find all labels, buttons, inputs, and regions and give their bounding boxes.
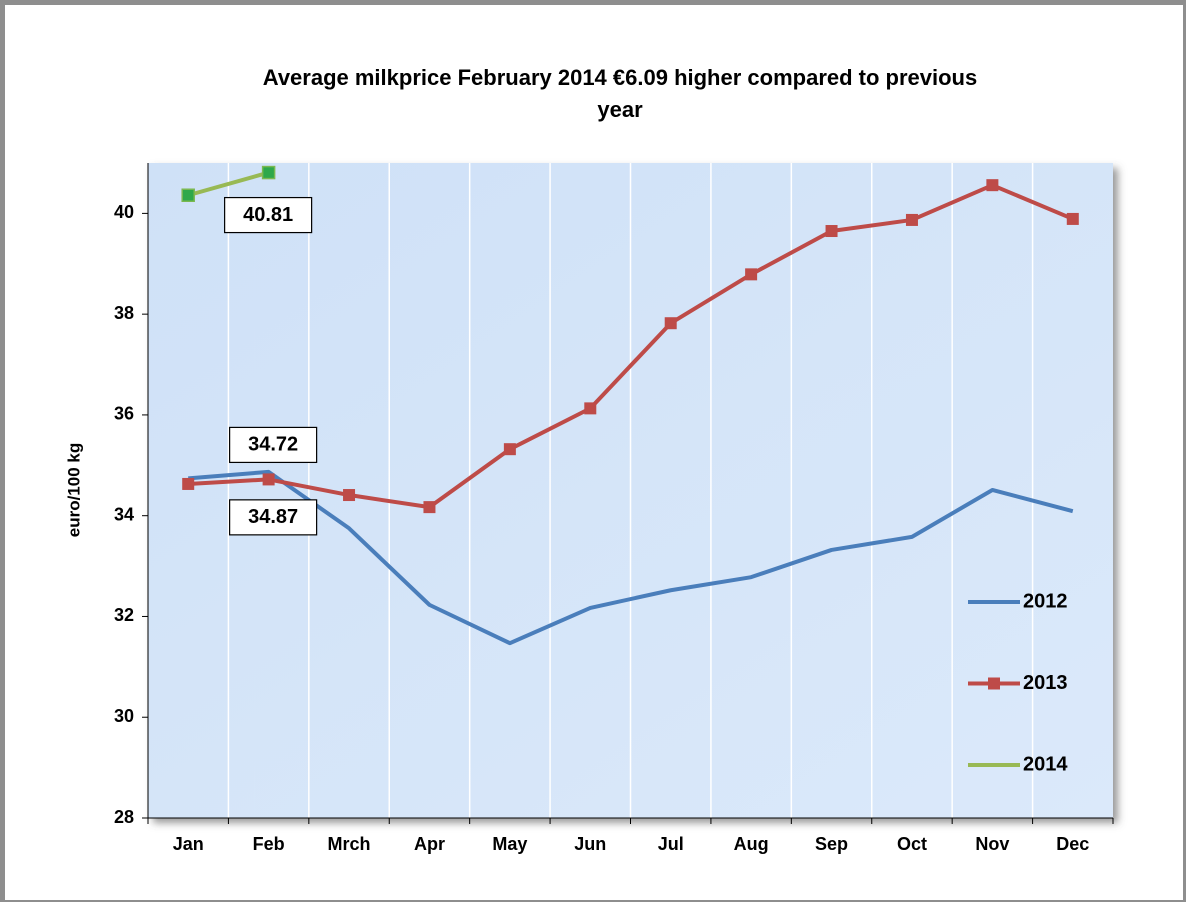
y-tick-label: 32 — [114, 605, 134, 625]
data-label: 34.87 — [248, 506, 298, 528]
series-line — [187, 170, 270, 198]
marker — [905, 213, 918, 226]
legend-marker — [988, 677, 1000, 690]
x-tick-label: Jul — [658, 834, 684, 854]
y-tick-label: 36 — [114, 404, 134, 424]
marker — [262, 473, 275, 486]
x-tick-label: Oct — [897, 834, 927, 854]
data-label-box — [229, 426, 318, 464]
marker — [584, 402, 597, 415]
x-tick-label: Jan — [173, 834, 204, 854]
data-label-box — [229, 499, 318, 536]
marker — [343, 489, 356, 502]
marker — [182, 477, 195, 490]
marker — [1066, 212, 1079, 225]
x-tick-label: Mrch — [328, 834, 371, 854]
chart-title: Average milkprice February 2014 €6.09 hi… — [262, 65, 978, 122]
x-tick-label: May — [492, 834, 527, 854]
data-label: 40.81 — [243, 204, 293, 226]
y-tick-label: 38 — [114, 303, 134, 323]
series-line — [188, 469, 1074, 646]
x-tick-label: Sep — [815, 834, 848, 854]
legend-label: 2013 — [1023, 672, 1068, 694]
y-tick-label: 30 — [114, 706, 134, 726]
x-tick-label: Apr — [414, 834, 445, 854]
marker — [261, 165, 276, 180]
x-tick-label: Dec — [1056, 834, 1089, 854]
y-tick-label: 34 — [114, 504, 134, 524]
marker — [423, 501, 436, 514]
x-tick-label: Nov — [975, 834, 1009, 854]
marker — [825, 225, 838, 238]
series-line — [188, 183, 1074, 510]
data-label: 34.72 — [248, 434, 298, 456]
x-tick-label: Jun — [574, 834, 606, 854]
legend-label: 2012 — [1023, 590, 1068, 612]
y-axis-label: euro/100 kg — [64, 443, 83, 538]
marker — [986, 179, 999, 192]
y-tick-label: 40 — [114, 202, 134, 222]
marker — [181, 188, 195, 202]
marker — [745, 268, 758, 281]
x-tick-label: Feb — [253, 834, 285, 854]
marker — [664, 317, 677, 330]
y-tick-label: 28 — [114, 807, 134, 827]
x-tick-label: Aug — [734, 834, 769, 854]
data-label-box — [224, 196, 313, 234]
legend-label: 2014 — [1023, 753, 1068, 775]
marker — [503, 443, 516, 456]
